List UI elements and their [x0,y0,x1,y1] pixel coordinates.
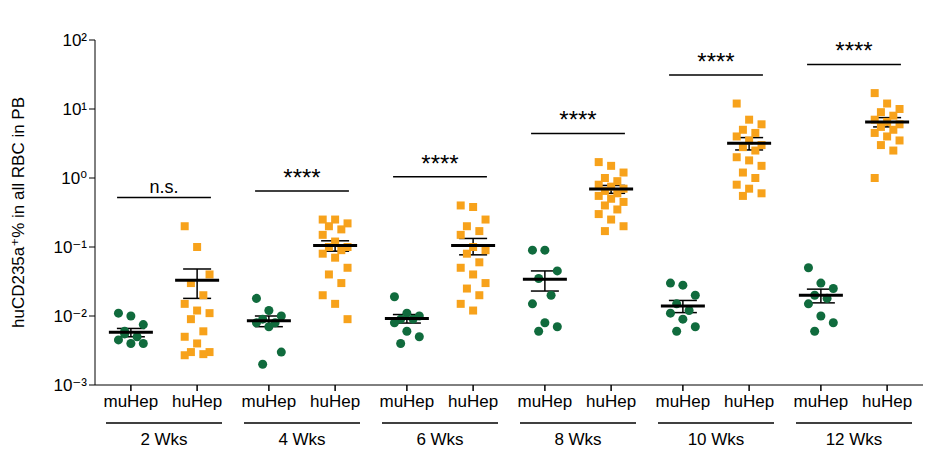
svg-text:6 Wks: 6 Wks [416,430,463,449]
svg-text:10⁻¹: 10⁻¹ [53,238,87,257]
svg-text:huHep: huHep [310,392,360,411]
svg-text:10⁻³: 10⁻³ [53,376,87,395]
svg-text:10¹: 10¹ [62,100,87,119]
svg-text:4 Wks: 4 Wks [278,430,325,449]
svg-text:muHep: muHep [655,392,710,411]
svg-text:muHep: muHep [793,392,848,411]
svg-text:10⁻²: 10⁻² [53,307,87,326]
svg-text:huHep: huHep [448,392,498,411]
svg-text:****: **** [283,164,320,191]
svg-text:huHep: huHep [172,392,222,411]
svg-text:10²: 10² [62,31,87,50]
svg-text:n.s.: n.s. [149,177,178,197]
svg-text:muHep: muHep [103,392,158,411]
svg-text:huCD235a⁺% in all RBC in PB: huCD235a⁺% in all RBC in PB [9,97,28,328]
svg-text:muHep: muHep [379,392,434,411]
svg-text:huHep: huHep [586,392,636,411]
svg-text:10⁰: 10⁰ [61,169,87,188]
svg-text:huHep: huHep [724,392,774,411]
svg-text:muHep: muHep [517,392,572,411]
svg-text:10 Wks: 10 Wks [688,430,745,449]
svg-text:12 Wks: 12 Wks [826,430,883,449]
svg-text:****: **** [835,37,872,64]
svg-text:****: **** [559,106,596,133]
svg-text:huHep: huHep [862,392,912,411]
svg-text:8 Wks: 8 Wks [554,430,601,449]
svg-text:muHep: muHep [241,392,296,411]
svg-text:2 Wks: 2 Wks [140,430,187,449]
svg-text:****: **** [421,150,458,177]
svg-text:****: **** [697,48,734,75]
